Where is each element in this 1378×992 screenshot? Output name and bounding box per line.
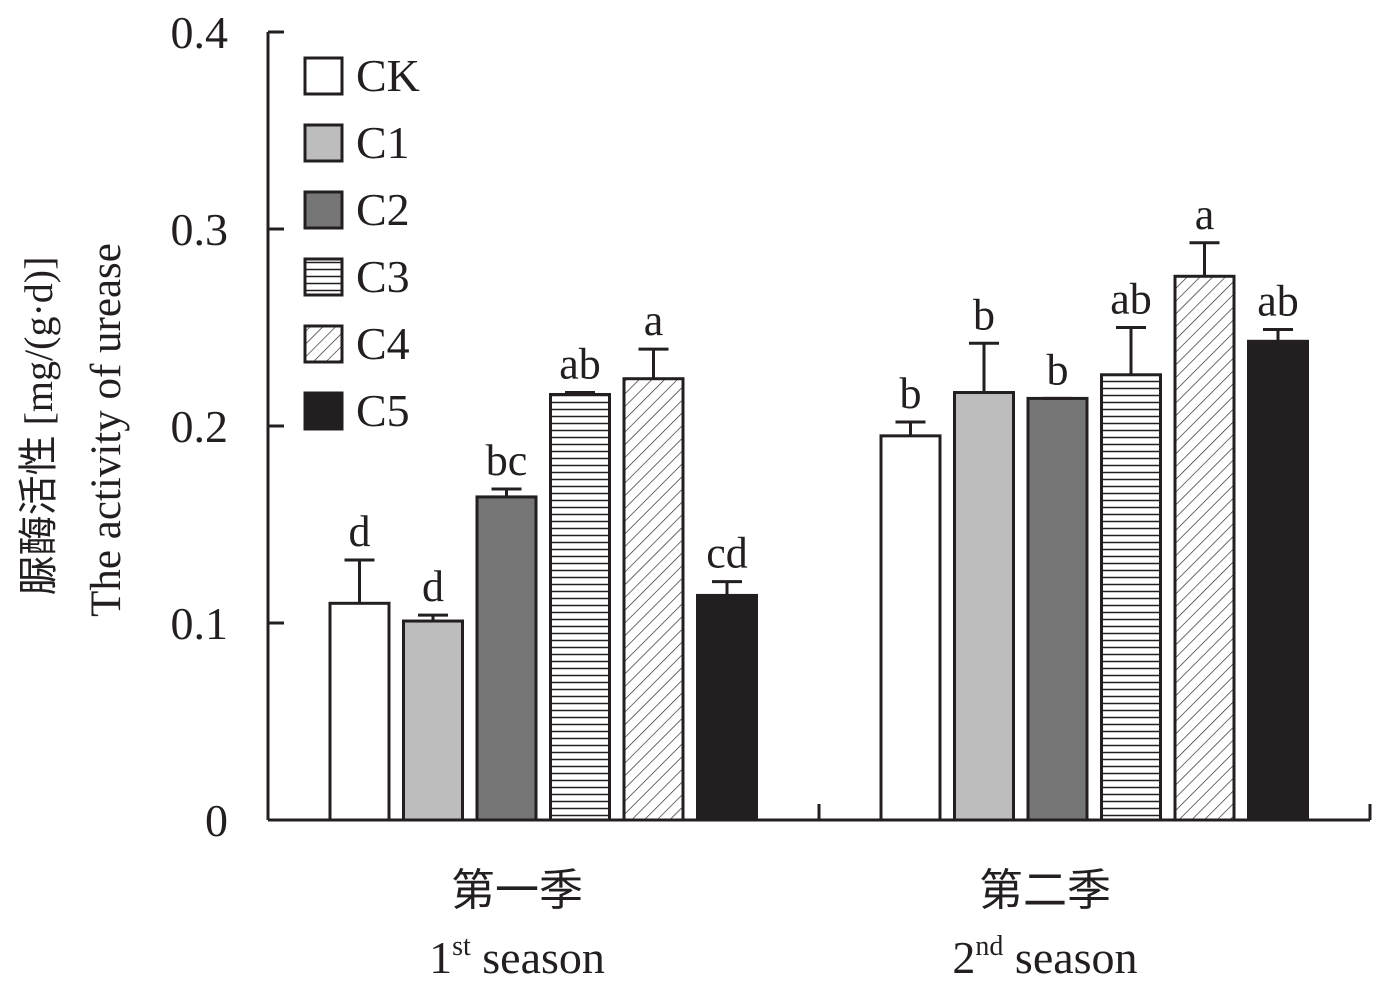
- group-label-cn-1: 第一季: [451, 866, 583, 915]
- bar-ck-g2: [879, 434, 942, 822]
- bar-c5-g2: [1247, 339, 1309, 822]
- legend-label-c4: C4: [356, 318, 410, 369]
- significance-letter: b: [973, 290, 995, 339]
- bar-c1-g2: [953, 391, 1015, 822]
- bars: [328, 274, 1309, 822]
- bar-c3-g2: [1100, 373, 1162, 822]
- error-bars: [344, 241, 1293, 622]
- legend-label-ck: CK: [356, 50, 420, 101]
- significance-letter: a: [1195, 190, 1215, 239]
- legend-label-c5: C5: [356, 385, 410, 436]
- y-axis-title: 脲酶活性 [mg/(g·d)]: [16, 257, 61, 596]
- legend-label-c3: C3: [356, 251, 410, 302]
- bar-c4-g2: [1173, 274, 1236, 822]
- significance-letter: b: [900, 369, 922, 418]
- group-label-en-1: 1st season: [429, 931, 605, 983]
- bar-c4-g1: [622, 377, 685, 822]
- significance-letter: ab: [1110, 275, 1152, 324]
- legend: CK C1 C2 C3 C4 C5: [303, 50, 420, 436]
- significance-letter: ab: [1257, 276, 1299, 325]
- significance-letter: ab: [559, 340, 601, 389]
- bar-c3-g1: [549, 392, 611, 822]
- bar-ck-g1: [328, 601, 391, 822]
- y-ticks: 0 0.1 0.2 0.3 0.4: [171, 7, 284, 846]
- y-tick-label: 0.3: [171, 204, 229, 255]
- bar-c5-g1: [696, 593, 758, 822]
- legend-label-c1: C1: [356, 117, 410, 168]
- legend-swatch-c4: [303, 324, 344, 364]
- y-tick-label: 0.2: [171, 401, 229, 452]
- significance-letter: d: [422, 562, 444, 611]
- legend-swatch-c1: [303, 123, 344, 163]
- y-tick-label: 0.4: [171, 7, 229, 58]
- bar-c2-g1: [475, 495, 538, 822]
- significance-letter: bc: [486, 436, 528, 485]
- y-axis-title-cn: 脲酶活性 [mg/(g·d)]: [16, 257, 61, 596]
- group-label-cn-2: 第二季: [979, 866, 1111, 915]
- y-axis-title-en-wrap: The activity of urease: [83, 243, 130, 617]
- significance-letter: b: [1047, 345, 1069, 394]
- bar-c2-g2: [1026, 396, 1089, 822]
- legend-swatch-c5: [303, 391, 344, 431]
- legend-swatch-c2: [303, 190, 344, 230]
- legend-swatch-ck: [303, 56, 344, 96]
- y-tick-label: 0.1: [171, 598, 229, 649]
- legend-swatch-c3: [303, 257, 344, 297]
- significance-letter: d: [349, 507, 371, 556]
- x-group-labels: 第一季 1st season 第二季 2nd season: [429, 866, 1137, 983]
- significance-letter: cd: [706, 529, 748, 578]
- significance-letter: a: [644, 296, 664, 345]
- bar-c1-g1: [402, 619, 464, 822]
- y-tick-label: 0: [205, 795, 228, 846]
- group-label-en-2: 2nd season: [952, 931, 1137, 983]
- legend-label-c2: C2: [356, 184, 410, 235]
- y-axis-title-en: The activity of urease: [83, 243, 130, 617]
